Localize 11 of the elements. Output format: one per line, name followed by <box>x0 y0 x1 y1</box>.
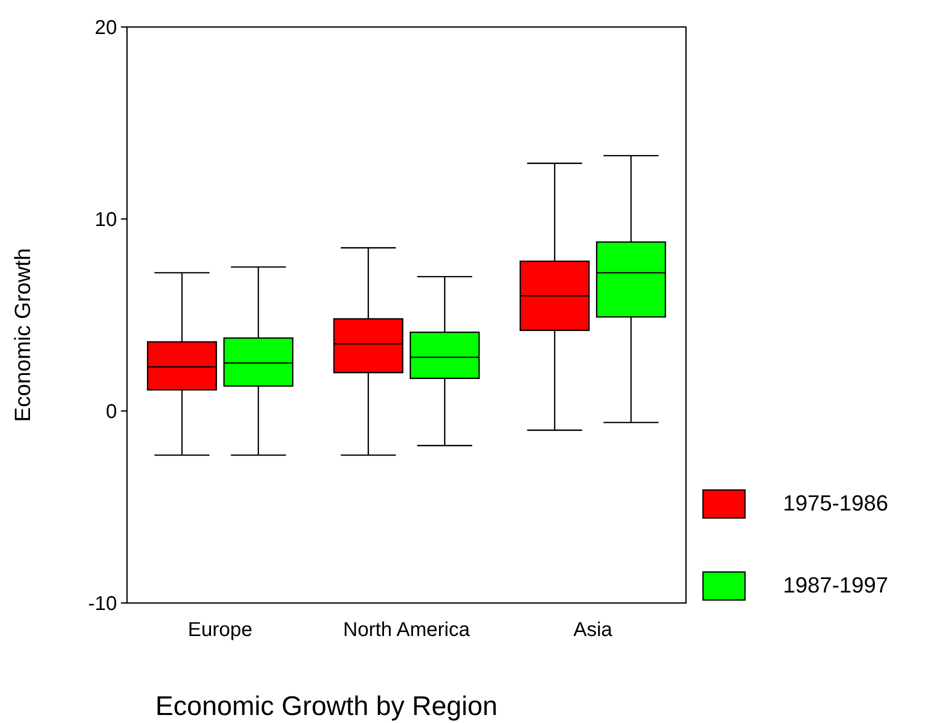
y-tick-label: -10 <box>88 593 117 615</box>
y-axis-title: Economic Growth <box>10 248 35 422</box>
x-axis-title: Economic Growth by Region <box>155 691 498 721</box>
legend-label: 1975-1986 <box>783 490 888 516</box>
y-tick-label: 10 <box>94 209 117 231</box>
x-tick-label: North America <box>343 619 471 641</box>
legend-label: 1987-1997 <box>783 572 888 598</box>
y-tick-label: 20 <box>94 17 117 39</box>
x-tick-label: Europe <box>188 619 252 641</box>
x-tick-label: Asia <box>573 619 614 641</box>
y-tick-label: 0 <box>106 401 117 423</box>
